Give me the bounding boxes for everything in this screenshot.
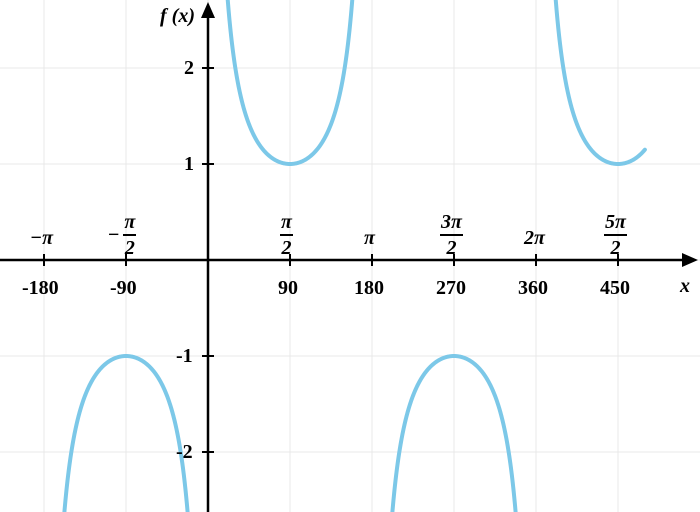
x-rad-tick-5pi-2: 5π 2 [604, 212, 627, 258]
x-deg-tick--90: -90 [110, 278, 137, 298]
x-deg-tick-360: 360 [518, 278, 548, 298]
frac-bar [440, 234, 463, 236]
frac-bar [280, 234, 293, 236]
x-axis-title: x [680, 276, 690, 296]
frac-den: 2 [609, 238, 621, 258]
chart-canvas [0, 0, 700, 512]
frac-num: π [280, 212, 293, 232]
x-deg-tick--180: -180 [22, 278, 59, 298]
y-tick--1: -1 [176, 346, 193, 366]
frac-den: 2 [445, 238, 457, 258]
frac-den: 2 [280, 238, 292, 258]
x-rad-tick-3pi-2: 3π 2 [440, 212, 463, 258]
frac-num: π [123, 212, 136, 232]
x-deg-tick-90: 90 [278, 278, 298, 298]
y-tick-1: 1 [184, 154, 194, 174]
x-rad-tick-pi: π [364, 228, 375, 248]
x-rad-tick-pi-2: π 2 [280, 212, 293, 258]
x-deg-tick-270: 270 [436, 278, 466, 298]
y-tick-2: 2 [184, 58, 194, 78]
minus-sign: − [108, 225, 119, 245]
x-deg-tick-450: 450 [600, 278, 630, 298]
x-rad-tick--pi: −π [30, 228, 53, 248]
frac-num: 5π [604, 212, 627, 232]
frac-den: 2 [124, 238, 136, 258]
csc-function-chart: f (x) x 2 1 -1 -2 −π − π 2 π 2 π 3π 2 2π… [0, 0, 700, 512]
x-deg-tick-180: 180 [354, 278, 384, 298]
x-rad-tick--pi-2: − π 2 [108, 212, 136, 258]
frac-num: 3π [440, 212, 463, 232]
y-tick--2: -2 [176, 442, 193, 462]
x-rad-tick-2pi: 2π [524, 228, 545, 248]
frac-bar [123, 234, 136, 236]
y-axis-title: f (x) [160, 6, 195, 26]
frac-bar [604, 234, 627, 236]
